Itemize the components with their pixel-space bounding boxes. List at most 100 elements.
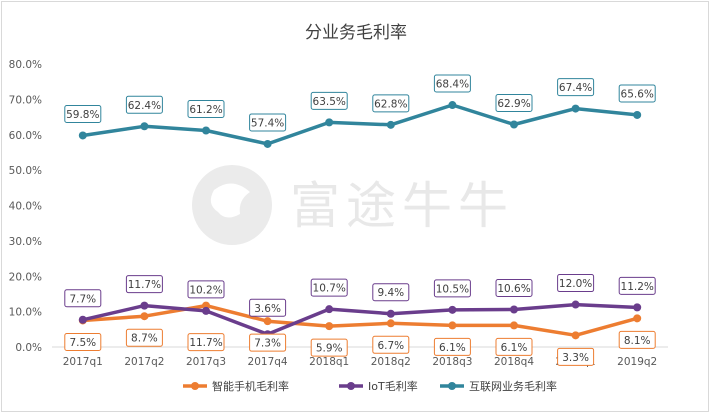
y-tick-label: 0.0% [15,342,42,354]
data-label-box [495,337,533,356]
data-label: 65.6% [621,88,654,100]
data-label: 68.4% [436,79,469,91]
data-label-box [310,91,348,110]
data-point [386,309,395,318]
data-label: 6.1% [439,342,466,354]
watermark-text: 富途牛牛 [290,177,514,235]
data-label: 11.2% [621,281,654,293]
data-point [510,321,518,330]
data-point [140,122,149,131]
data-point [633,110,642,119]
data-label-box [125,95,163,114]
data-label-box [187,100,225,119]
data-point [571,300,580,309]
data-point [571,331,580,340]
data-label-box [557,78,595,97]
data-label-box [433,337,471,356]
data-label: 3.6% [254,303,281,315]
x-tick-label: 2018q3 [432,356,472,368]
data-label-box [372,94,410,113]
y-tick-label: 20.0% [9,271,42,283]
data-label-box [187,280,225,299]
data-label: 10.7% [313,283,346,295]
data-label: 10.5% [436,283,469,295]
data-label: 59.8% [66,109,99,121]
series-line [81,103,639,146]
y-tick-label: 10.0% [9,307,42,319]
data-label-box [64,332,102,351]
x-tick-label: 2017q2 [124,356,164,368]
legend-marker [347,382,355,390]
x-tick-label: 2017q3 [186,356,226,368]
legend-marker [448,382,456,390]
data-label: 11.7% [189,337,222,349]
data-label: 62.9% [497,98,530,110]
chart-title: 分业务毛利率 [305,23,407,43]
data-label-box [310,278,348,297]
legend-label: 互联网业务毛利率 [469,379,557,393]
data-label: 9.4% [377,287,404,299]
data-point [140,301,149,310]
data-label-box [372,335,410,354]
data-point [140,312,149,321]
legend-label: IoT毛利率 [368,379,418,393]
data-label: 10.6% [497,283,530,295]
y-tick-label: 40.0% [9,201,42,213]
data-point [263,139,272,148]
data-label-box [618,84,656,103]
data-label-box [64,104,102,123]
data-point [325,322,334,331]
data-point [448,101,457,110]
data-label-box [557,274,595,293]
watermark-logo-detail [210,183,250,218]
data-label: 6.7% [377,340,404,352]
data-label-box [249,113,287,132]
data-point [78,315,87,324]
data-point [448,321,457,330]
data-label: 7.5% [69,337,96,349]
x-tick-label: 2018q4 [494,356,534,368]
data-point [448,305,457,314]
x-tick-label: 2017q4 [248,356,288,368]
data-label-box [495,279,533,298]
data-label-box [618,276,656,295]
data-point [633,314,642,323]
data-label-box [125,328,163,347]
data-label: 6.1% [501,342,528,354]
data-label-box [495,93,533,112]
data-point [633,303,642,312]
y-tick-label: 60.0% [9,130,42,142]
data-label: 5.9% [316,343,343,355]
y-tick-label: 50.0% [9,165,42,177]
data-label: 11.7% [128,279,161,291]
data-point [571,104,580,113]
data-point [510,120,518,129]
data-label-box [249,298,287,317]
data-label: 3.3% [562,352,589,364]
data-label-box [618,330,656,349]
legend-marker [191,382,199,390]
data-label-box [249,333,287,352]
data-label: 7.7% [69,293,96,305]
x-tick-label: 2018q1 [309,356,349,368]
data-label-box [433,74,471,93]
legend-label: 智能手机毛利率 [212,379,289,393]
data-point [202,126,210,135]
data-point [202,306,210,315]
data-label: 57.4% [251,117,284,129]
watermark: 富途牛牛 [192,165,514,245]
y-tick-label: 30.0% [9,236,42,248]
data-label: 8.7% [131,333,158,345]
data-point [325,305,334,314]
x-tick-label: 2019q2 [617,356,657,368]
data-point [386,319,395,328]
data-point [325,118,334,127]
data-label: 8.1% [624,335,651,347]
data-label-box [310,338,348,357]
series-line [81,302,639,337]
data-label-box [433,279,471,298]
x-tick-label: 2017q1 [63,356,103,368]
data-label-box [372,283,410,302]
data-point [510,305,518,314]
